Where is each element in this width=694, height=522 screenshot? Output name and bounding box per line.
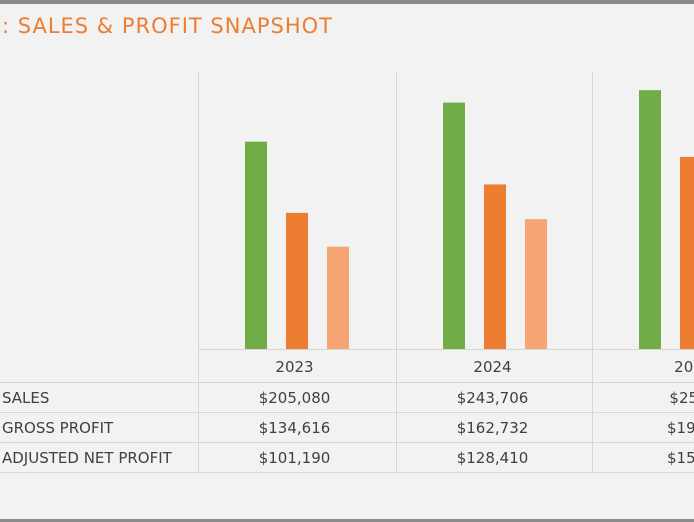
category-label: 2023 xyxy=(275,358,313,376)
bar-adjusted-net-profit xyxy=(525,219,547,349)
table-cell: $190, xyxy=(667,419,694,437)
table-cell: $243,706 xyxy=(457,389,529,407)
category-label: 202 xyxy=(674,358,694,376)
category-labels: 2023 2024 202 xyxy=(275,358,694,376)
table-cell: $162,732 xyxy=(457,419,529,437)
bar-gross-profit xyxy=(680,156,694,349)
table-cell: $128,410 xyxy=(457,449,529,467)
table-cell: $205,080 xyxy=(259,389,331,407)
bar-adjusted-net-profit xyxy=(327,246,349,349)
category-label: 2024 xyxy=(473,358,511,376)
bar-sales xyxy=(639,90,661,350)
row-label: GROSS PROFIT xyxy=(2,419,114,437)
bar-gross-profit xyxy=(484,184,506,349)
bar-group xyxy=(245,90,694,350)
table-rows: SALES $205,080 $243,706 $256 GROSS PROFIT $13… xyxy=(2,389,694,467)
bar-gross-profit xyxy=(286,212,308,349)
bar-sales xyxy=(443,102,465,350)
row-label: ADJUSTED NET PROFIT xyxy=(2,449,173,467)
top-border xyxy=(0,0,694,4)
table-grid xyxy=(0,72,694,473)
table-cell: $134,616 xyxy=(259,419,331,437)
table-cell: $256 xyxy=(669,389,694,407)
page-title: : SALES & PROFIT SNAPSHOT xyxy=(2,14,333,38)
row-label: SALES xyxy=(2,389,49,407)
table-cell: $101,190 xyxy=(259,449,331,467)
bottom-border xyxy=(0,519,694,522)
table-cell: $150, xyxy=(667,449,694,467)
bar-sales xyxy=(245,141,267,349)
